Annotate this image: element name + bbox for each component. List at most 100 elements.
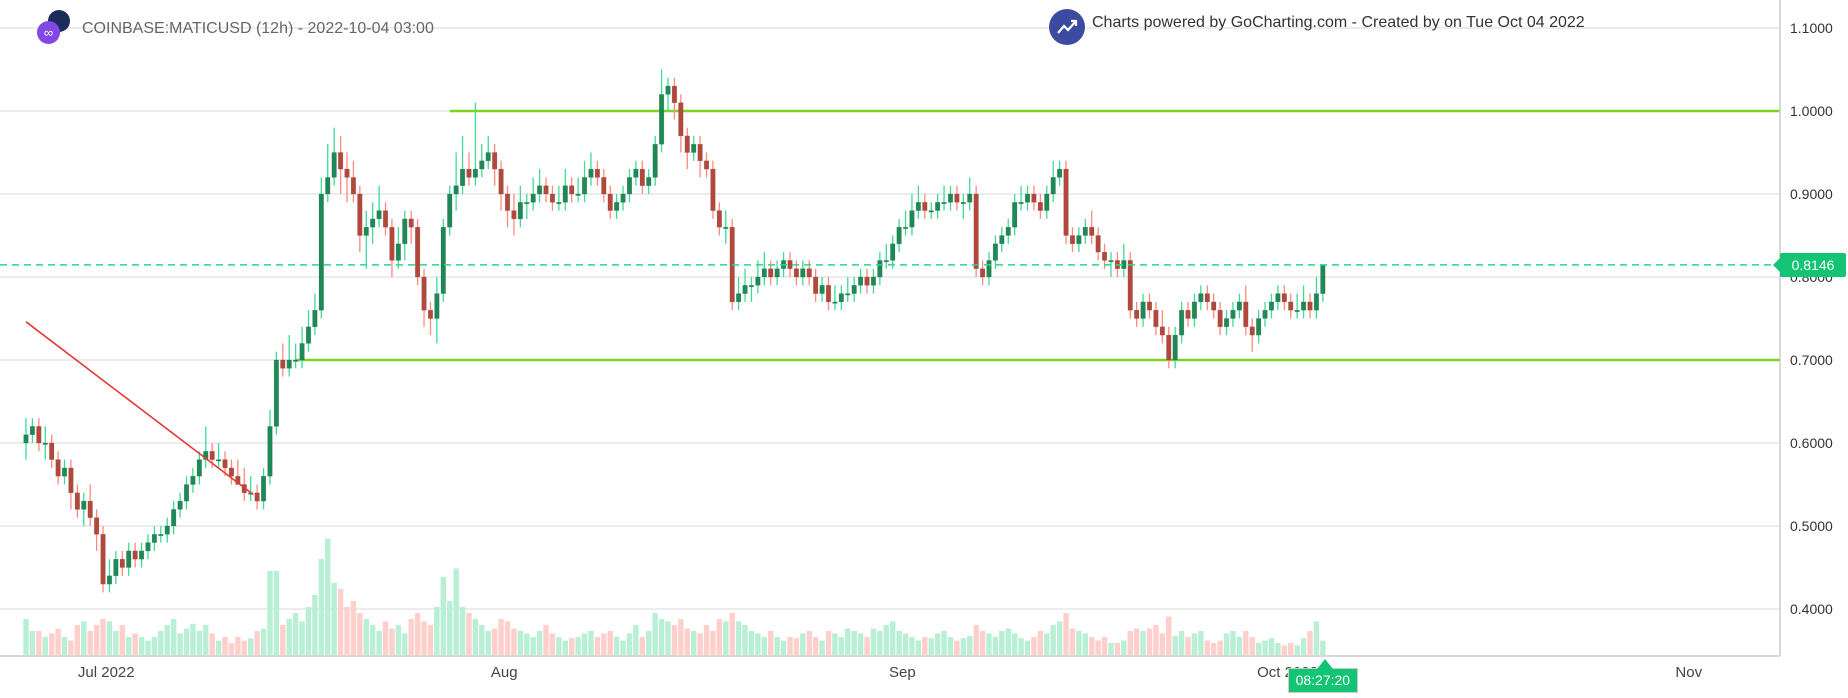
candle-body — [151, 533, 158, 543]
candle-body — [216, 459, 222, 462]
candle — [389, 218, 395, 277]
candle-body — [344, 168, 350, 178]
candle-body — [594, 168, 600, 178]
candle — [382, 202, 389, 236]
volume-bar — [1204, 640, 1210, 655]
candle — [973, 185, 979, 277]
candle-body — [1191, 301, 1198, 319]
volume-bar — [1037, 631, 1044, 655]
candle — [626, 169, 633, 203]
candle-body — [825, 284, 832, 303]
volume-bar — [132, 633, 138, 655]
candle-body — [119, 558, 125, 568]
candle-body — [736, 293, 742, 303]
candle — [216, 443, 222, 468]
candle — [1191, 293, 1198, 327]
candle — [280, 343, 286, 377]
candle-body — [562, 185, 568, 203]
candle — [748, 277, 755, 302]
candle-body — [472, 168, 479, 178]
candle — [761, 252, 767, 286]
candle-body — [999, 235, 1005, 245]
candle-body — [716, 210, 722, 228]
volume-bar — [967, 635, 973, 655]
volume-bar — [215, 640, 222, 655]
volume-bar — [138, 637, 145, 655]
volume-bar — [896, 631, 902, 655]
candle — [588, 152, 594, 186]
candle-body — [1179, 309, 1185, 336]
credit-text[interactable]: Charts powered by GoCharting.com - Creat… — [1092, 14, 1585, 31]
volume-bar — [723, 621, 729, 655]
trend-line[interactable] — [25, 321, 254, 496]
volume-bar — [440, 577, 446, 655]
candle — [273, 351, 279, 435]
gocharting-trend-icon[interactable] — [1049, 9, 1085, 45]
volume-bar — [248, 638, 254, 655]
candle-body — [524, 202, 530, 205]
volume-bar — [126, 637, 132, 655]
candle — [1179, 301, 1185, 344]
candle — [658, 69, 665, 153]
candle — [992, 235, 999, 269]
volume-bar — [626, 633, 633, 655]
candle-body — [1069, 235, 1076, 245]
volume-bar — [222, 637, 228, 655]
candle-body — [357, 193, 363, 236]
volume-bar — [742, 625, 748, 655]
volume-bar — [1076, 631, 1082, 655]
volume-bar — [87, 631, 93, 655]
volume-bar — [1127, 631, 1133, 655]
candle — [286, 335, 292, 377]
horizontal-levels[interactable] — [295, 109, 1780, 362]
candle-body — [1037, 202, 1043, 211]
candle-body — [793, 268, 799, 278]
candle-body — [1140, 301, 1146, 319]
volume-bar — [1146, 628, 1153, 655]
candle-body — [113, 558, 119, 577]
candle — [1166, 326, 1172, 369]
candle — [29, 418, 36, 443]
candle — [113, 550, 119, 585]
candle-body — [126, 550, 132, 568]
candle-body — [1236, 301, 1242, 311]
volume-bar — [1159, 633, 1166, 655]
candle — [954, 185, 960, 211]
candle — [909, 194, 915, 236]
candle — [196, 451, 202, 485]
volume-bar — [594, 637, 601, 655]
candle — [691, 135, 697, 161]
candle-body — [1018, 202, 1024, 205]
candle-body — [543, 185, 549, 195]
volume-bar — [825, 631, 832, 655]
candle — [203, 426, 209, 468]
volume-bar — [74, 625, 81, 655]
candle — [902, 210, 909, 236]
volume-bar — [716, 619, 723, 655]
candle-body — [703, 160, 710, 170]
y-tick-label: 0.5000 — [1790, 518, 1833, 534]
candle-body — [331, 152, 337, 178]
volume-bar — [350, 601, 357, 655]
candle — [370, 202, 376, 244]
candle-body — [671, 85, 678, 103]
overlays[interactable] — [0, 264, 1780, 496]
volume-bar — [986, 633, 992, 655]
volume-bar — [1178, 631, 1185, 655]
candle — [427, 301, 434, 336]
candle-body — [254, 492, 260, 502]
candle — [440, 218, 446, 302]
candle-body — [992, 243, 999, 261]
candle-body — [1243, 301, 1249, 328]
price-gridlines — [0, 27, 1780, 610]
candle-body — [575, 193, 581, 196]
candle — [164, 517, 170, 543]
volume-bar — [774, 637, 780, 655]
candle — [922, 194, 928, 219]
candle-body — [1300, 301, 1307, 311]
volume-bar — [183, 628, 190, 655]
candle-body — [979, 268, 986, 278]
candle-body — [350, 177, 357, 195]
candle-body — [1005, 226, 1011, 236]
